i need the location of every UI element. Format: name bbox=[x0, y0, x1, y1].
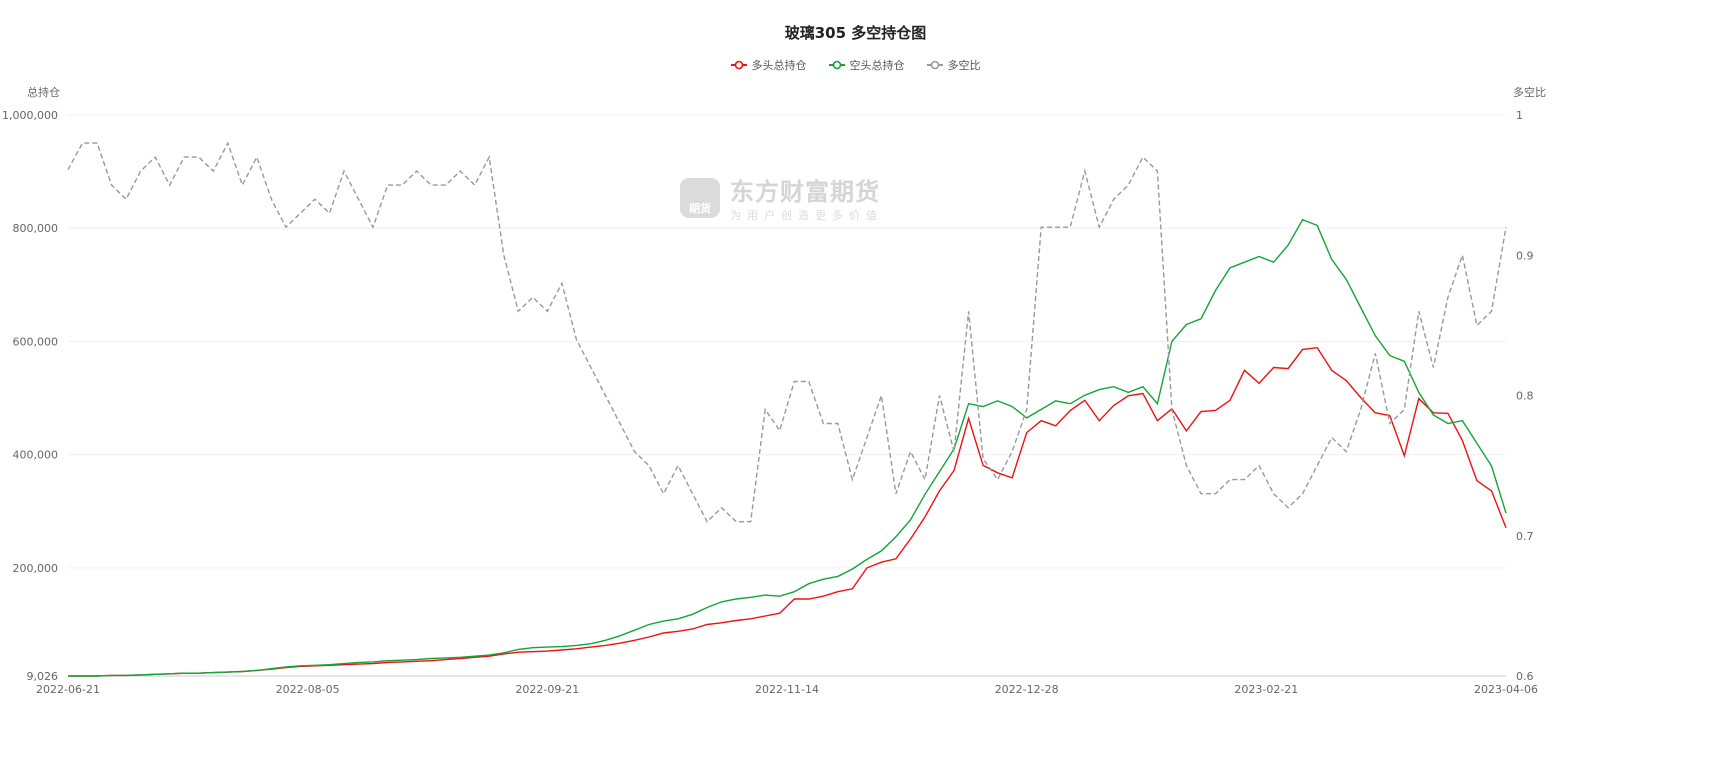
x-tick: 2022-08-05 bbox=[276, 683, 340, 696]
legend-label: 多空比 bbox=[947, 59, 981, 72]
x-tick: 2023-02-21 bbox=[1234, 683, 1298, 696]
logo-text: 期货 bbox=[689, 201, 711, 215]
series-2 bbox=[67, 141, 1507, 523]
legend: 多头总持仓 空头总持仓 多空比 bbox=[0, 57, 1711, 73]
x-tick: 2022-11-14 bbox=[755, 683, 819, 696]
right-axis-label: 多空比 bbox=[1513, 86, 1546, 99]
legend-marker-icon bbox=[730, 60, 747, 70]
legend-item-2[interactable]: 多空比 bbox=[926, 57, 981, 73]
y-tick-left: 1,000,000 bbox=[2, 109, 58, 122]
watermark-slogan: 为用户创造更多价值 bbox=[730, 209, 883, 222]
watermark: 期货 东方财富期货 为用户创造更多价值 bbox=[680, 172, 883, 223]
series-line-2 bbox=[67, 141, 1507, 523]
x-tick: 2022-06-21 bbox=[36, 683, 100, 696]
series-1 bbox=[68, 218, 1507, 677]
left-axis-label: 总持仓 bbox=[27, 86, 60, 99]
watermark-brand: 东方财富期货 bbox=[730, 178, 880, 206]
y-tick-right: 0.9 bbox=[1516, 249, 1534, 262]
y-tick-left: 9,026 bbox=[27, 670, 59, 683]
chart-title: 玻璃305 多空持仓图 bbox=[784, 24, 927, 42]
legend-item-0[interactable]: 多头总持仓 bbox=[730, 57, 807, 73]
y-tick-right: 0.6 bbox=[1516, 670, 1534, 683]
legend-marker-icon bbox=[828, 60, 845, 70]
x-tick: 2022-09-21 bbox=[515, 683, 579, 696]
series-line-0 bbox=[68, 346, 1507, 677]
y-tick-left: 400,000 bbox=[13, 449, 59, 462]
series-line-1 bbox=[68, 218, 1507, 677]
legend-marker-icon bbox=[926, 60, 943, 70]
y-tick-right: 0.7 bbox=[1516, 530, 1534, 543]
series-0 bbox=[68, 346, 1507, 677]
y-tick-left: 800,000 bbox=[13, 222, 59, 235]
y-tick-left: 600,000 bbox=[13, 335, 59, 348]
y-tick-right: 0.8 bbox=[1516, 390, 1534, 403]
legend-label: 空头总持仓 bbox=[849, 59, 905, 72]
legend-label: 多头总持仓 bbox=[751, 59, 807, 72]
y-tick-left: 200,000 bbox=[13, 562, 59, 575]
legend-item-1[interactable]: 空头总持仓 bbox=[828, 57, 905, 73]
x-tick: 2022-12-28 bbox=[995, 683, 1059, 696]
y-tick-right: 1 bbox=[1516, 109, 1523, 122]
x-tick: 2023-04-06 bbox=[1474, 683, 1538, 696]
brand-logo-icon: 期货 bbox=[680, 177, 720, 218]
